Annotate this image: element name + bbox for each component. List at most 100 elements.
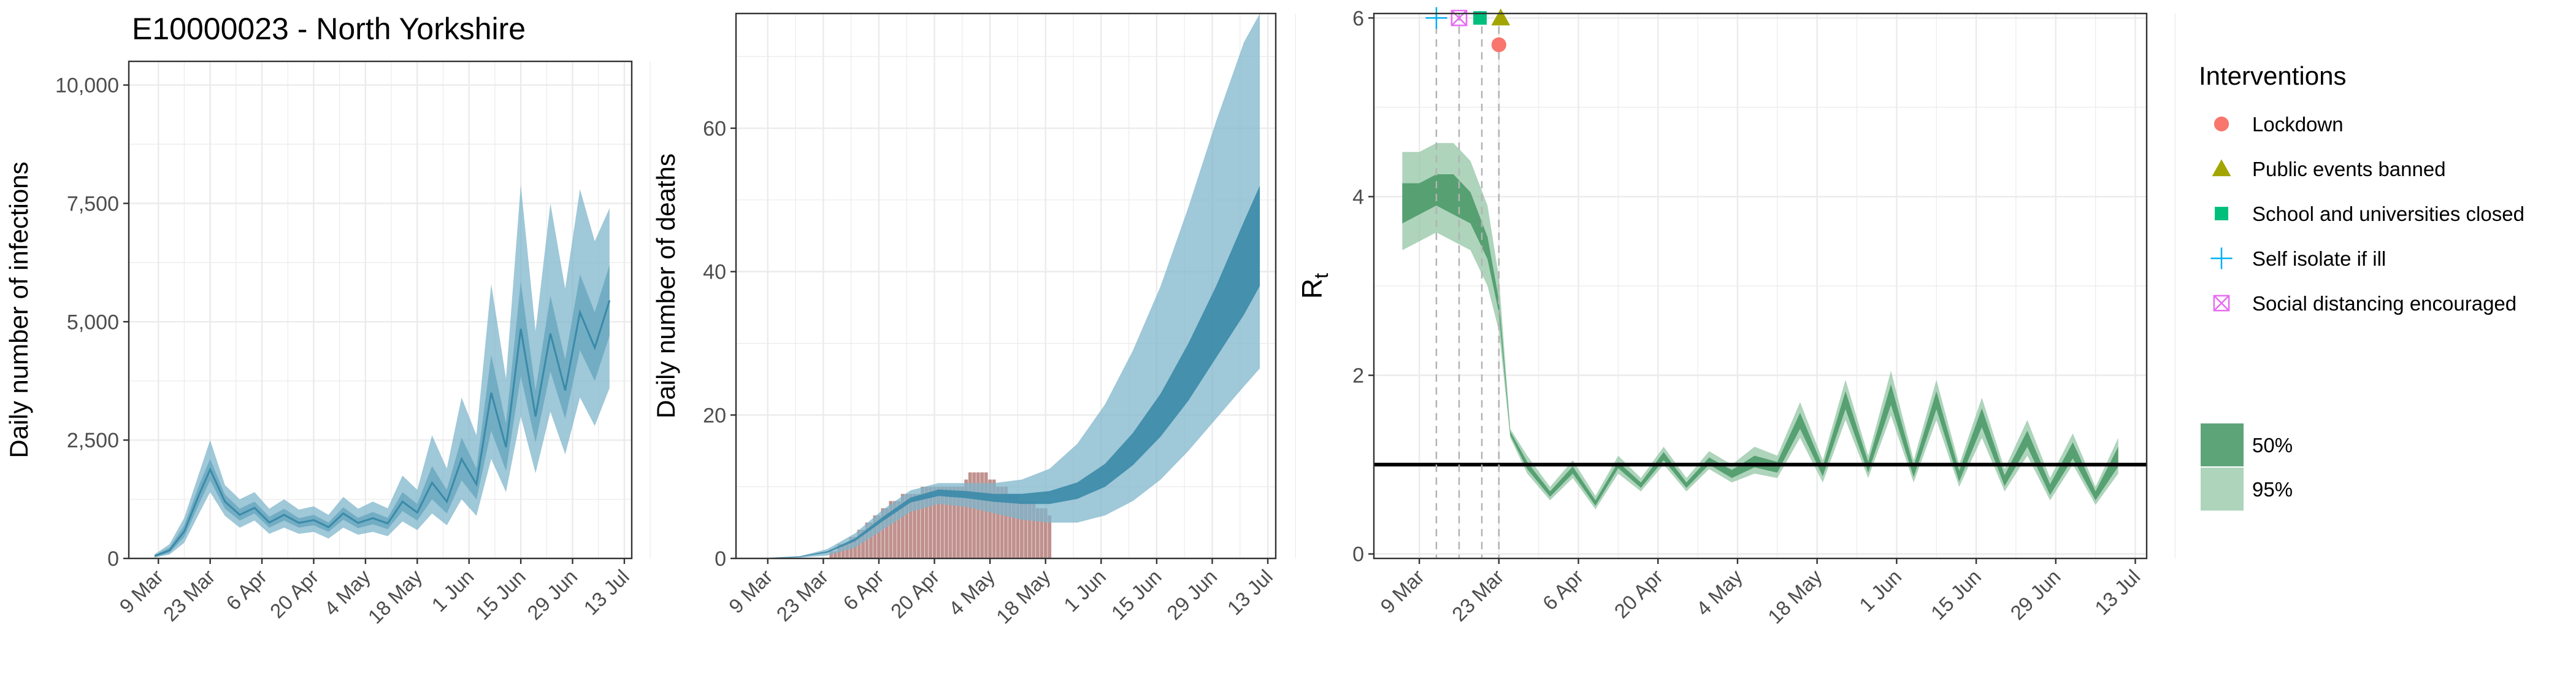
y-tick-label: 20 bbox=[703, 404, 726, 427]
x-tick-label: 23 Mar bbox=[159, 565, 220, 626]
legend-band: 50% bbox=[2201, 423, 2293, 466]
legend-item-label: Public events banned bbox=[2252, 158, 2446, 180]
bar bbox=[1048, 515, 1052, 558]
x-tick-label: 29 Jun bbox=[1162, 565, 1221, 624]
y-tick-label: 0 bbox=[1352, 543, 1364, 566]
band-95pct bbox=[1402, 143, 2118, 509]
bar bbox=[1040, 508, 1044, 558]
bar bbox=[1012, 493, 1016, 558]
bar bbox=[1019, 501, 1024, 558]
x-tick-label: 18 May bbox=[364, 565, 427, 628]
legend-band-label: 50% bbox=[2252, 434, 2293, 457]
y-tick-label: 4 bbox=[1352, 185, 1364, 209]
bar bbox=[833, 551, 837, 558]
bar bbox=[984, 472, 988, 558]
legend-boxx-icon-d2 bbox=[2214, 295, 2229, 311]
y-axis-title-subscript: t bbox=[1310, 273, 1332, 279]
x-tick-label: 1 Jun bbox=[1059, 565, 1110, 616]
plot-frame bbox=[1373, 12, 2148, 560]
y-axis-title-main: R bbox=[1296, 279, 1328, 299]
legend-item-label: School and universities closed bbox=[2252, 203, 2524, 225]
bar bbox=[900, 493, 905, 558]
plot-frame bbox=[128, 60, 633, 560]
y-tick-label: 0 bbox=[107, 547, 119, 571]
plot-frame bbox=[735, 12, 1277, 560]
legend-triangle-icon bbox=[2212, 159, 2231, 177]
y-tick-label: 2,500 bbox=[67, 429, 119, 452]
legend-item: Self isolate if ill bbox=[2210, 247, 2386, 270]
bar bbox=[829, 551, 834, 558]
x-tick-label: 13 Jul bbox=[579, 565, 633, 619]
observed-deaths-bars bbox=[829, 472, 1052, 558]
x-tick-label: 18 May bbox=[1763, 565, 1827, 628]
bar bbox=[841, 544, 845, 558]
intervention-triangle-icon bbox=[1491, 8, 1511, 26]
y-axis-title: Daily number of infections bbox=[4, 161, 33, 458]
y-tick-label: 7,500 bbox=[67, 192, 119, 215]
x-tick-label: 15 Jun bbox=[471, 565, 530, 624]
x-tick-label: 18 May bbox=[992, 565, 1055, 628]
legend-item-label: Lockdown bbox=[2252, 113, 2344, 136]
x-tick-label: 4 May bbox=[1692, 565, 1747, 620]
bar bbox=[968, 472, 972, 558]
x-tick-label: 6 Apr bbox=[838, 565, 888, 615]
bar bbox=[924, 487, 929, 558]
bar bbox=[881, 508, 885, 558]
bar bbox=[1004, 487, 1008, 558]
bar bbox=[861, 530, 865, 558]
legend-square-icon bbox=[2215, 207, 2228, 220]
y-tick-label: 10,000 bbox=[55, 74, 119, 98]
x-tick-label: 15 Jun bbox=[1107, 565, 1166, 624]
bar bbox=[956, 487, 960, 558]
x-tick-label: 9 Mar bbox=[724, 565, 777, 618]
intervention-circle-icon bbox=[1491, 37, 1506, 53]
bar bbox=[960, 487, 964, 558]
legend-plus-icon bbox=[2210, 247, 2233, 269]
bar bbox=[1032, 501, 1036, 558]
bar bbox=[869, 522, 873, 558]
band-95pct bbox=[772, 14, 1260, 558]
legend-item: Social distancing encouraged bbox=[2213, 292, 2517, 315]
x-tick-label: 23 Mar bbox=[1447, 565, 1508, 626]
x-tick-label: 29 Jun bbox=[2006, 565, 2064, 624]
x-tick-label: 6 Apr bbox=[1538, 565, 1588, 615]
plot-rt: 0 2 4 6 9 Mar 23 Mar 6 Apr 20 Apr 4 May 18 May 1 J… bbox=[1296, 7, 2175, 628]
x-tick-label: 29 Jun bbox=[523, 565, 581, 624]
x-tick-label: 23 Mar bbox=[772, 565, 833, 626]
bar bbox=[892, 501, 897, 558]
bar bbox=[865, 522, 869, 558]
bar bbox=[940, 487, 945, 558]
legend-boxx-icon bbox=[2213, 295, 2230, 312]
y-axis-title: Rt bbox=[1296, 273, 1332, 299]
bar bbox=[929, 487, 932, 558]
bar bbox=[980, 472, 984, 558]
legend-swatch bbox=[2201, 468, 2244, 511]
x-tick-label: 9 Mar bbox=[1376, 565, 1428, 618]
legend: Interventions Lockdown Public events banne… bbox=[2199, 61, 2524, 511]
bar bbox=[988, 479, 992, 558]
bar bbox=[948, 487, 953, 558]
bar bbox=[932, 487, 937, 558]
bar bbox=[964, 479, 968, 558]
bar bbox=[1008, 493, 1012, 558]
bar bbox=[1035, 508, 1040, 558]
bar bbox=[897, 501, 901, 558]
legend-swatch bbox=[2201, 423, 2244, 466]
x-tick-label: 13 Jul bbox=[1223, 565, 1277, 619]
intervention-boxx-icon-box bbox=[1451, 9, 1468, 26]
bar bbox=[976, 472, 980, 558]
legend-item-label: Social distancing encouraged bbox=[2252, 292, 2517, 315]
legend-circle-icon bbox=[2214, 116, 2229, 132]
y-tick-label: 0 bbox=[715, 547, 726, 571]
bar bbox=[937, 487, 940, 558]
bar bbox=[952, 487, 956, 558]
bar bbox=[1024, 501, 1028, 558]
bar bbox=[1016, 493, 1020, 558]
bar bbox=[877, 515, 881, 558]
bar bbox=[908, 493, 913, 558]
bar bbox=[972, 472, 976, 558]
legend-item-label: Self isolate if ill bbox=[2252, 247, 2386, 270]
y-axis-title: Daily number of deaths bbox=[651, 153, 680, 419]
